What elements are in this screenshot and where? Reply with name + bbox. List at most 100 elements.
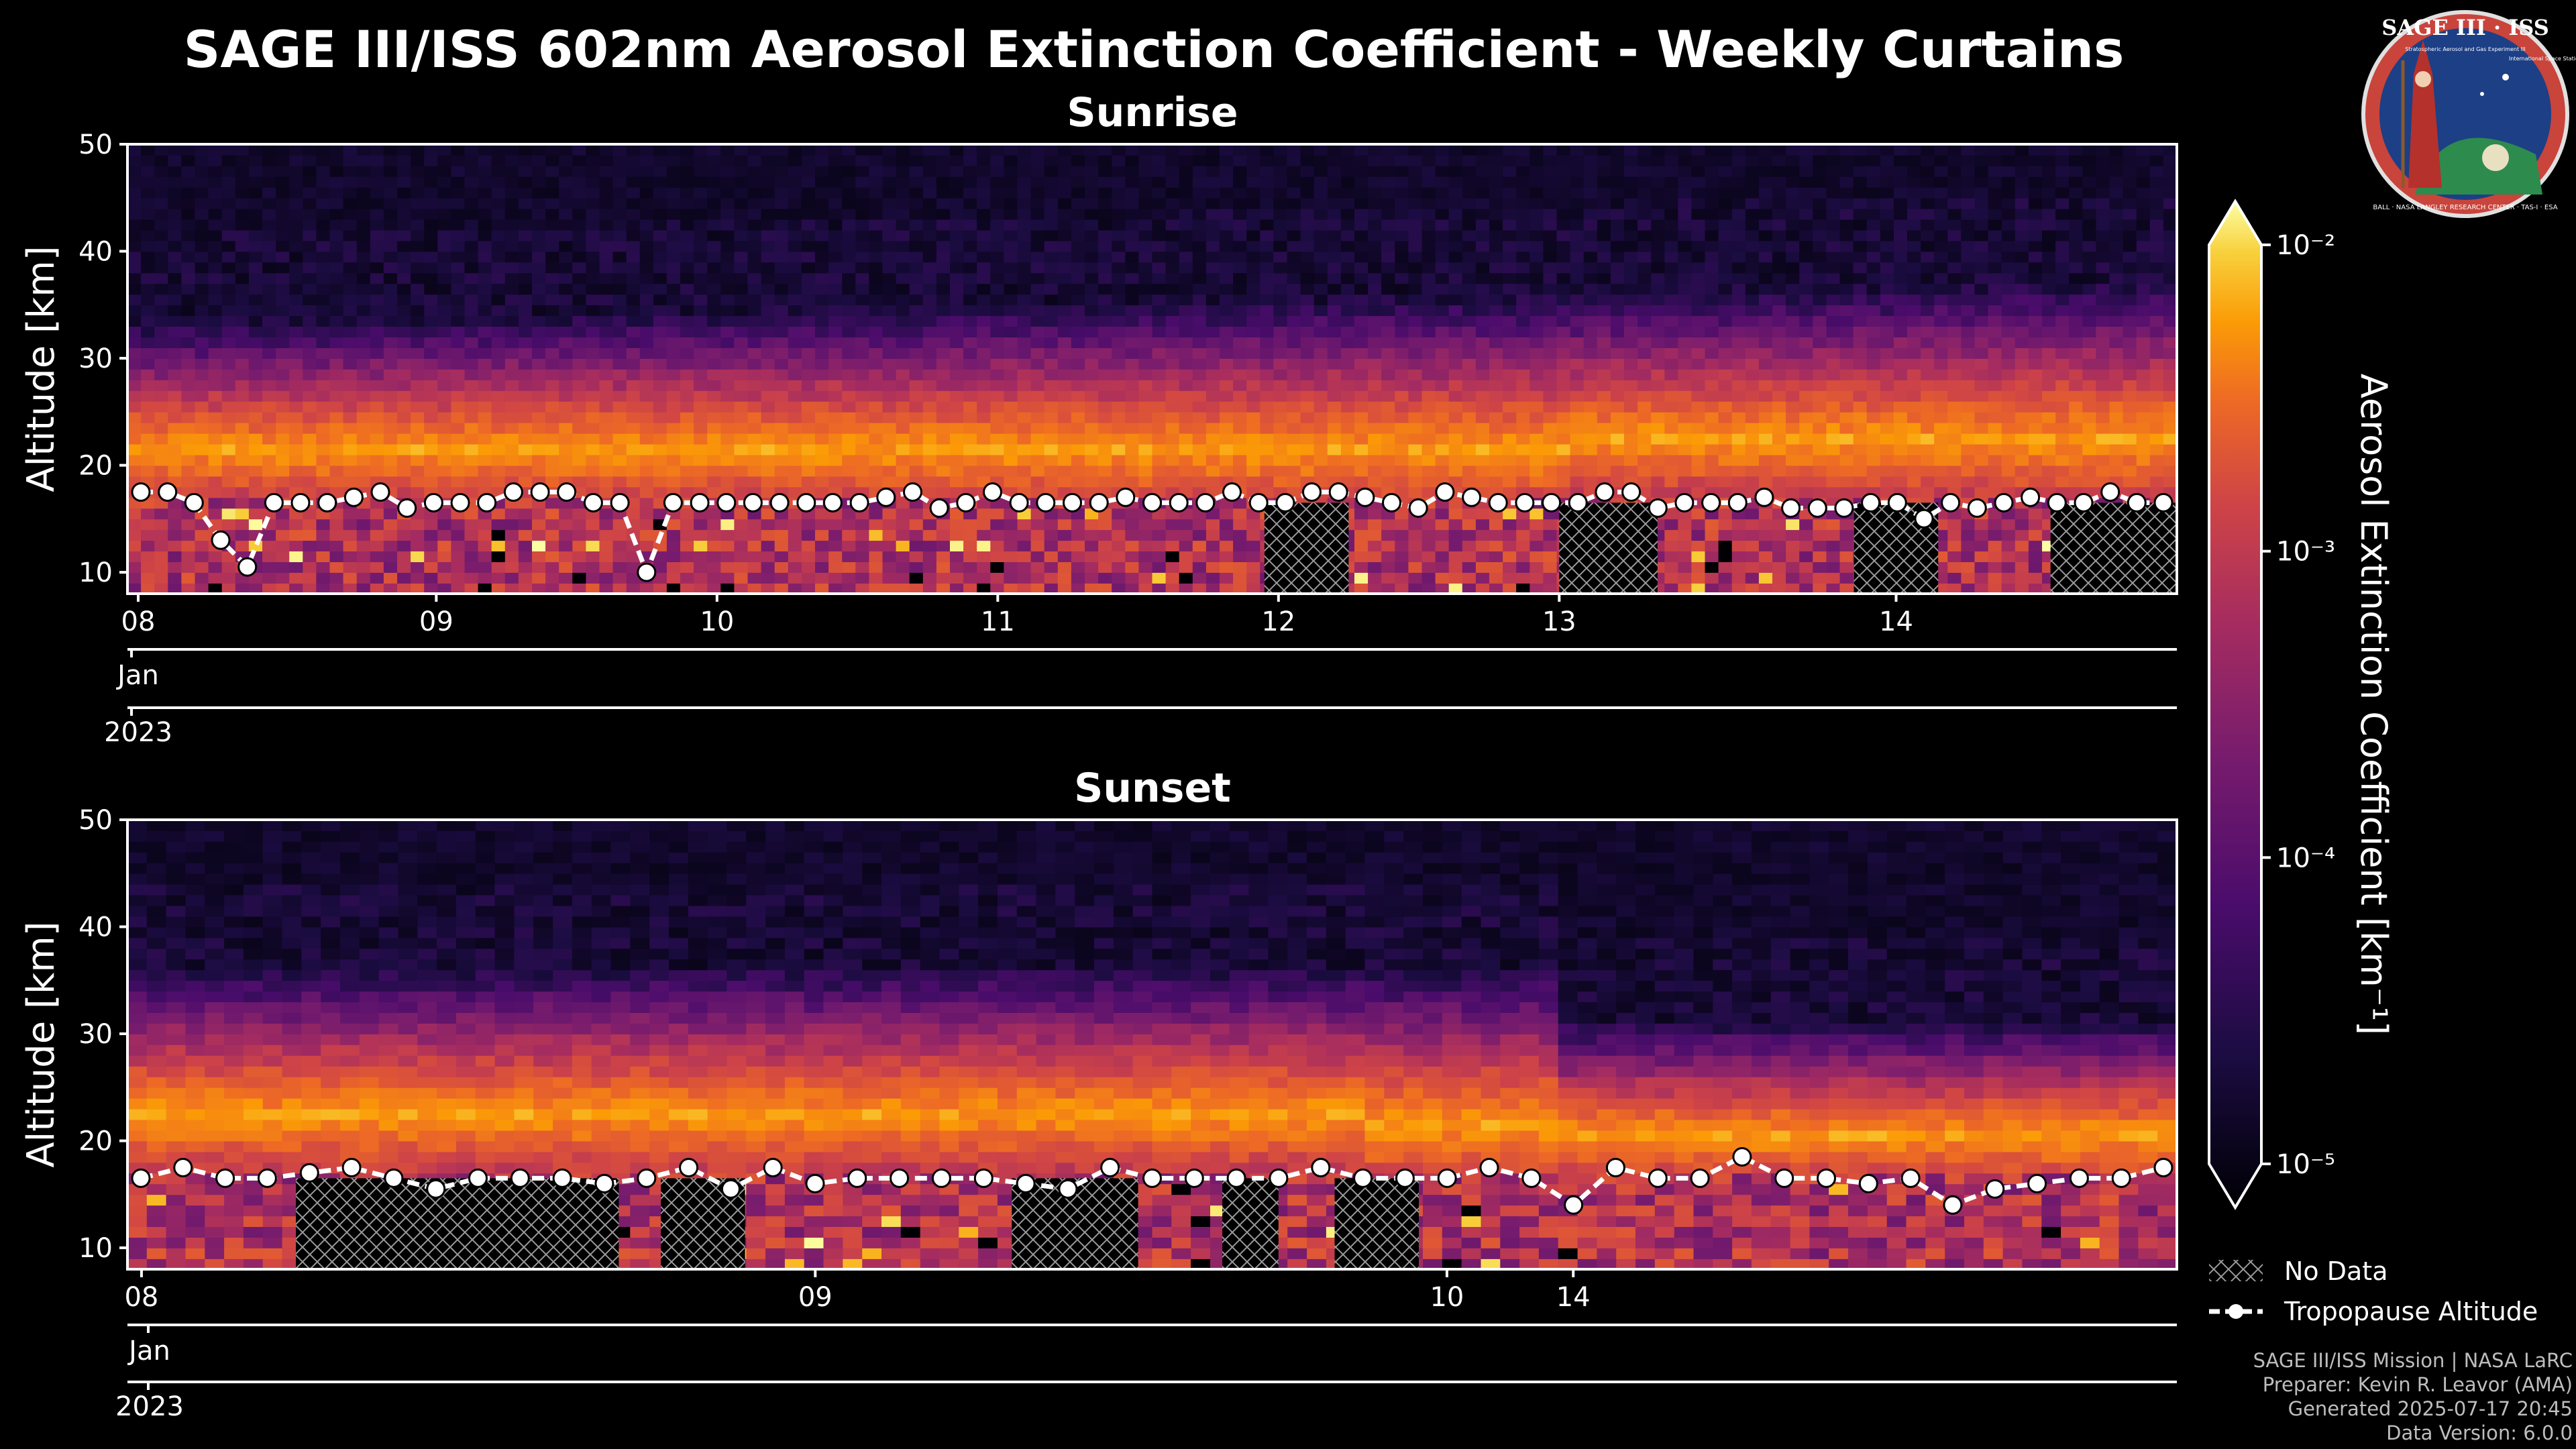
heatmap-cell [424, 262, 439, 274]
heatmap-cell [1395, 433, 1409, 445]
heatmap-cell [464, 305, 479, 317]
heatmap-cell [1516, 208, 1531, 220]
heatmap-cell [1112, 197, 1126, 209]
heatmap-cell [774, 326, 789, 337]
heatmap-cell [963, 572, 977, 584]
heatmap-cell [1705, 186, 1719, 199]
heatmap-cell [1503, 400, 1517, 413]
heatmap-cell [1192, 358, 1207, 370]
heatmap-cell [1300, 369, 1315, 380]
heatmap-cell [181, 144, 196, 156]
heatmap-cell [950, 465, 964, 477]
heatmap-cell [397, 443, 411, 455]
heatmap-cell [801, 369, 816, 380]
heatmap-cell [1691, 486, 1706, 498]
heatmap-cell [1057, 540, 1072, 551]
heatmap-cell [1651, 347, 1666, 359]
heatmap-cell [1368, 358, 1382, 370]
heatmap-cell [990, 294, 1005, 306]
heatmap-cell [1462, 476, 1477, 488]
heatmap-cell [1529, 411, 1544, 423]
heatmap-cell [208, 176, 223, 188]
heatmap-cell [1489, 572, 1503, 584]
heatmap-cell [1583, 186, 1598, 199]
heatmap-cell [1340, 208, 1355, 220]
heatmap-cell [1165, 433, 1180, 445]
heatmap-cell [774, 443, 789, 455]
heatmap-cell [963, 358, 977, 370]
heatmap-cell [882, 240, 897, 252]
heatmap-cell [559, 283, 574, 295]
heatmap-cell [1030, 572, 1045, 584]
heatmap-cell [1435, 326, 1450, 337]
heatmap-cell [1421, 337, 1436, 348]
heatmap-cell [1638, 380, 1652, 391]
heatmap-cell [1381, 144, 1396, 156]
heatmap-cell [599, 262, 614, 274]
heatmap-cell [127, 144, 142, 156]
heatmap-cell [1718, 176, 1733, 188]
heatmap-cell [1395, 262, 1409, 274]
heatmap-cell [1192, 305, 1207, 317]
heatmap-cell [464, 422, 479, 434]
heatmap-cell [572, 572, 587, 584]
heatmap-cell [815, 326, 829, 337]
heatmap-cell [950, 540, 964, 551]
heatmap-cell [316, 572, 331, 584]
heatmap-cell [1462, 561, 1477, 573]
heatmap-cell [1192, 208, 1207, 220]
heatmap-cell [1556, 390, 1571, 402]
heatmap-cell [370, 251, 384, 263]
heatmap-cell [464, 443, 479, 455]
heatmap-cell [1313, 176, 1328, 188]
heatmap-cell [1057, 443, 1072, 455]
heatmap-cell [1138, 572, 1153, 584]
heatmap-cell [747, 476, 762, 488]
heatmap-cell [1030, 465, 1045, 477]
heatmap-cell [397, 240, 411, 252]
heatmap-cell [734, 551, 749, 562]
heatmap-cell [599, 326, 614, 337]
heatmap-cell [532, 529, 546, 541]
heatmap-cell [437, 369, 452, 380]
heatmap-cell [1516, 561, 1531, 573]
heatmap-cell [1448, 508, 1463, 520]
heatmap-cell [666, 400, 681, 413]
heatmap-cell [478, 186, 492, 199]
heatmap-cell [1125, 465, 1140, 477]
heatmap-cell [1004, 400, 1018, 413]
heatmap-cell [1044, 155, 1059, 166]
heatmap-cell [1705, 326, 1719, 337]
heatmap-cell [208, 390, 223, 402]
heatmap-cell [195, 326, 209, 337]
heatmap-cell [626, 272, 641, 284]
heatmap-cell [909, 358, 924, 370]
heatmap-cell [518, 326, 533, 337]
heatmap-cell [747, 572, 762, 584]
heatmap-cell [437, 486, 452, 498]
heatmap-cell [869, 529, 883, 541]
heatmap-cell [1489, 390, 1503, 402]
heatmap-cell [262, 283, 276, 295]
heatmap-cell [666, 240, 681, 252]
heatmap-cell [936, 208, 951, 220]
heatmap-cell [855, 433, 870, 445]
heatmap-cell [411, 443, 425, 455]
heatmap-cell [1017, 380, 1032, 391]
heatmap-cell [882, 583, 897, 594]
heatmap-cell [1030, 540, 1045, 551]
heatmap-cell [1192, 400, 1207, 413]
heatmap-cell [626, 165, 641, 177]
heatmap-cell [842, 240, 857, 252]
heatmap-cell [1220, 208, 1234, 220]
heatmap-cell [1313, 165, 1328, 177]
heatmap-cell [855, 155, 870, 166]
heatmap-cell [437, 400, 452, 413]
heatmap-cell [1179, 358, 1193, 370]
heatmap-cell [882, 422, 897, 434]
heatmap-cell [397, 380, 411, 391]
heatmap-cell [1597, 326, 1611, 337]
heatmap-cell [1205, 380, 1220, 391]
heatmap-cell [1017, 358, 1032, 370]
heatmap-cell [1583, 337, 1598, 348]
